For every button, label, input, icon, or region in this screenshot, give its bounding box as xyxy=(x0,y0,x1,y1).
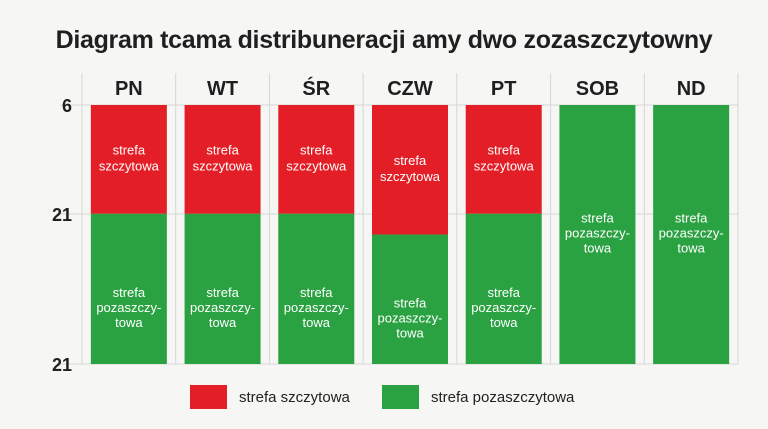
bar-offpeak xyxy=(184,213,261,364)
bar-offpeak-label: strefa xyxy=(581,211,614,226)
legend-label-peak: strefa szczytowa xyxy=(239,388,350,406)
bar-offpeak-label: pozaszczy- xyxy=(284,300,349,315)
bar-peak xyxy=(90,105,167,214)
bar-offpeak-label: pozaszczy- xyxy=(190,300,255,315)
legend: strefa szczytowa strefa pozaszczytowa xyxy=(0,384,768,410)
bar-offpeak-label: pozaszczy- xyxy=(96,300,161,315)
bar-offpeak-label: strefa xyxy=(113,285,146,300)
bar-offpeak-label: strefa xyxy=(394,295,427,310)
bar-offpeak xyxy=(559,105,636,364)
legend-swatch-peak xyxy=(190,385,227,409)
bar-peak-label: strefa xyxy=(487,142,520,157)
category-label: SOB xyxy=(576,78,619,100)
category-label: WT xyxy=(207,78,238,100)
bar-peak-label: szczytowa xyxy=(99,158,160,173)
bar-offpeak-label: pozaszczy- xyxy=(565,226,630,241)
bar-peak xyxy=(278,105,355,214)
bar-peak-label: szczytowa xyxy=(474,158,535,173)
bar-offpeak-label: pozaszczy- xyxy=(659,226,724,241)
legend-label-offpeak: strefa pozaszczytowa xyxy=(431,388,575,406)
y-tick-label: 21 xyxy=(52,355,72,375)
legend-item-peak: strefa szczytowa xyxy=(190,384,350,410)
bar-peak xyxy=(184,105,261,214)
bar-offpeak-label: towa xyxy=(584,241,612,256)
bar-offpeak-label: towa xyxy=(490,315,518,330)
bar-peak-label: szczytowa xyxy=(193,158,254,173)
bar-offpeak xyxy=(90,213,167,364)
category-label: ŚR xyxy=(302,76,330,100)
bar-offpeak-label: strefa xyxy=(487,285,520,300)
bar-peak-label: strefa xyxy=(113,142,146,157)
category-label: CZW xyxy=(387,78,433,100)
y-tick-label: 21 xyxy=(52,205,72,225)
bar-offpeak-label: pozaszczy- xyxy=(471,300,536,315)
bar-peak xyxy=(372,105,448,235)
bar-peak-label: strefa xyxy=(206,142,239,157)
bar-offpeak-label: strefa xyxy=(206,285,239,300)
category-label: ND xyxy=(677,78,706,100)
bar-offpeak-label: pozaszczy- xyxy=(377,310,442,325)
bar-offpeak xyxy=(372,234,448,364)
bar-offpeak xyxy=(653,105,730,364)
category-label: PN xyxy=(115,78,143,100)
bar-offpeak-label: towa xyxy=(115,315,143,330)
bar-offpeak xyxy=(465,213,542,364)
bar-peak xyxy=(465,105,542,214)
chart-title: Diagram tcama distribuneracji amy dwo zo… xyxy=(55,26,713,54)
category-label: PT xyxy=(491,78,517,100)
bar-offpeak xyxy=(278,213,355,364)
bar-peak-label: szczytowa xyxy=(286,158,347,173)
bar-offpeak-label: towa xyxy=(677,241,705,256)
bar-offpeak-label: towa xyxy=(303,315,331,330)
bar-offpeak-label: towa xyxy=(209,315,237,330)
bar-offpeak-label: towa xyxy=(396,325,424,340)
legend-item-offpeak: strefa pozaszczytowa xyxy=(382,384,574,410)
y-tick-label: 6 xyxy=(62,96,72,116)
bar-offpeak-label: strefa xyxy=(300,285,333,300)
bar-peak-label: strefa xyxy=(394,153,427,168)
bar-offpeak-label: strefa xyxy=(675,211,708,226)
bar-peak-label: strefa xyxy=(300,142,333,157)
legend-swatch-offpeak xyxy=(382,385,419,409)
bar-peak-label: szczytowa xyxy=(380,169,441,184)
